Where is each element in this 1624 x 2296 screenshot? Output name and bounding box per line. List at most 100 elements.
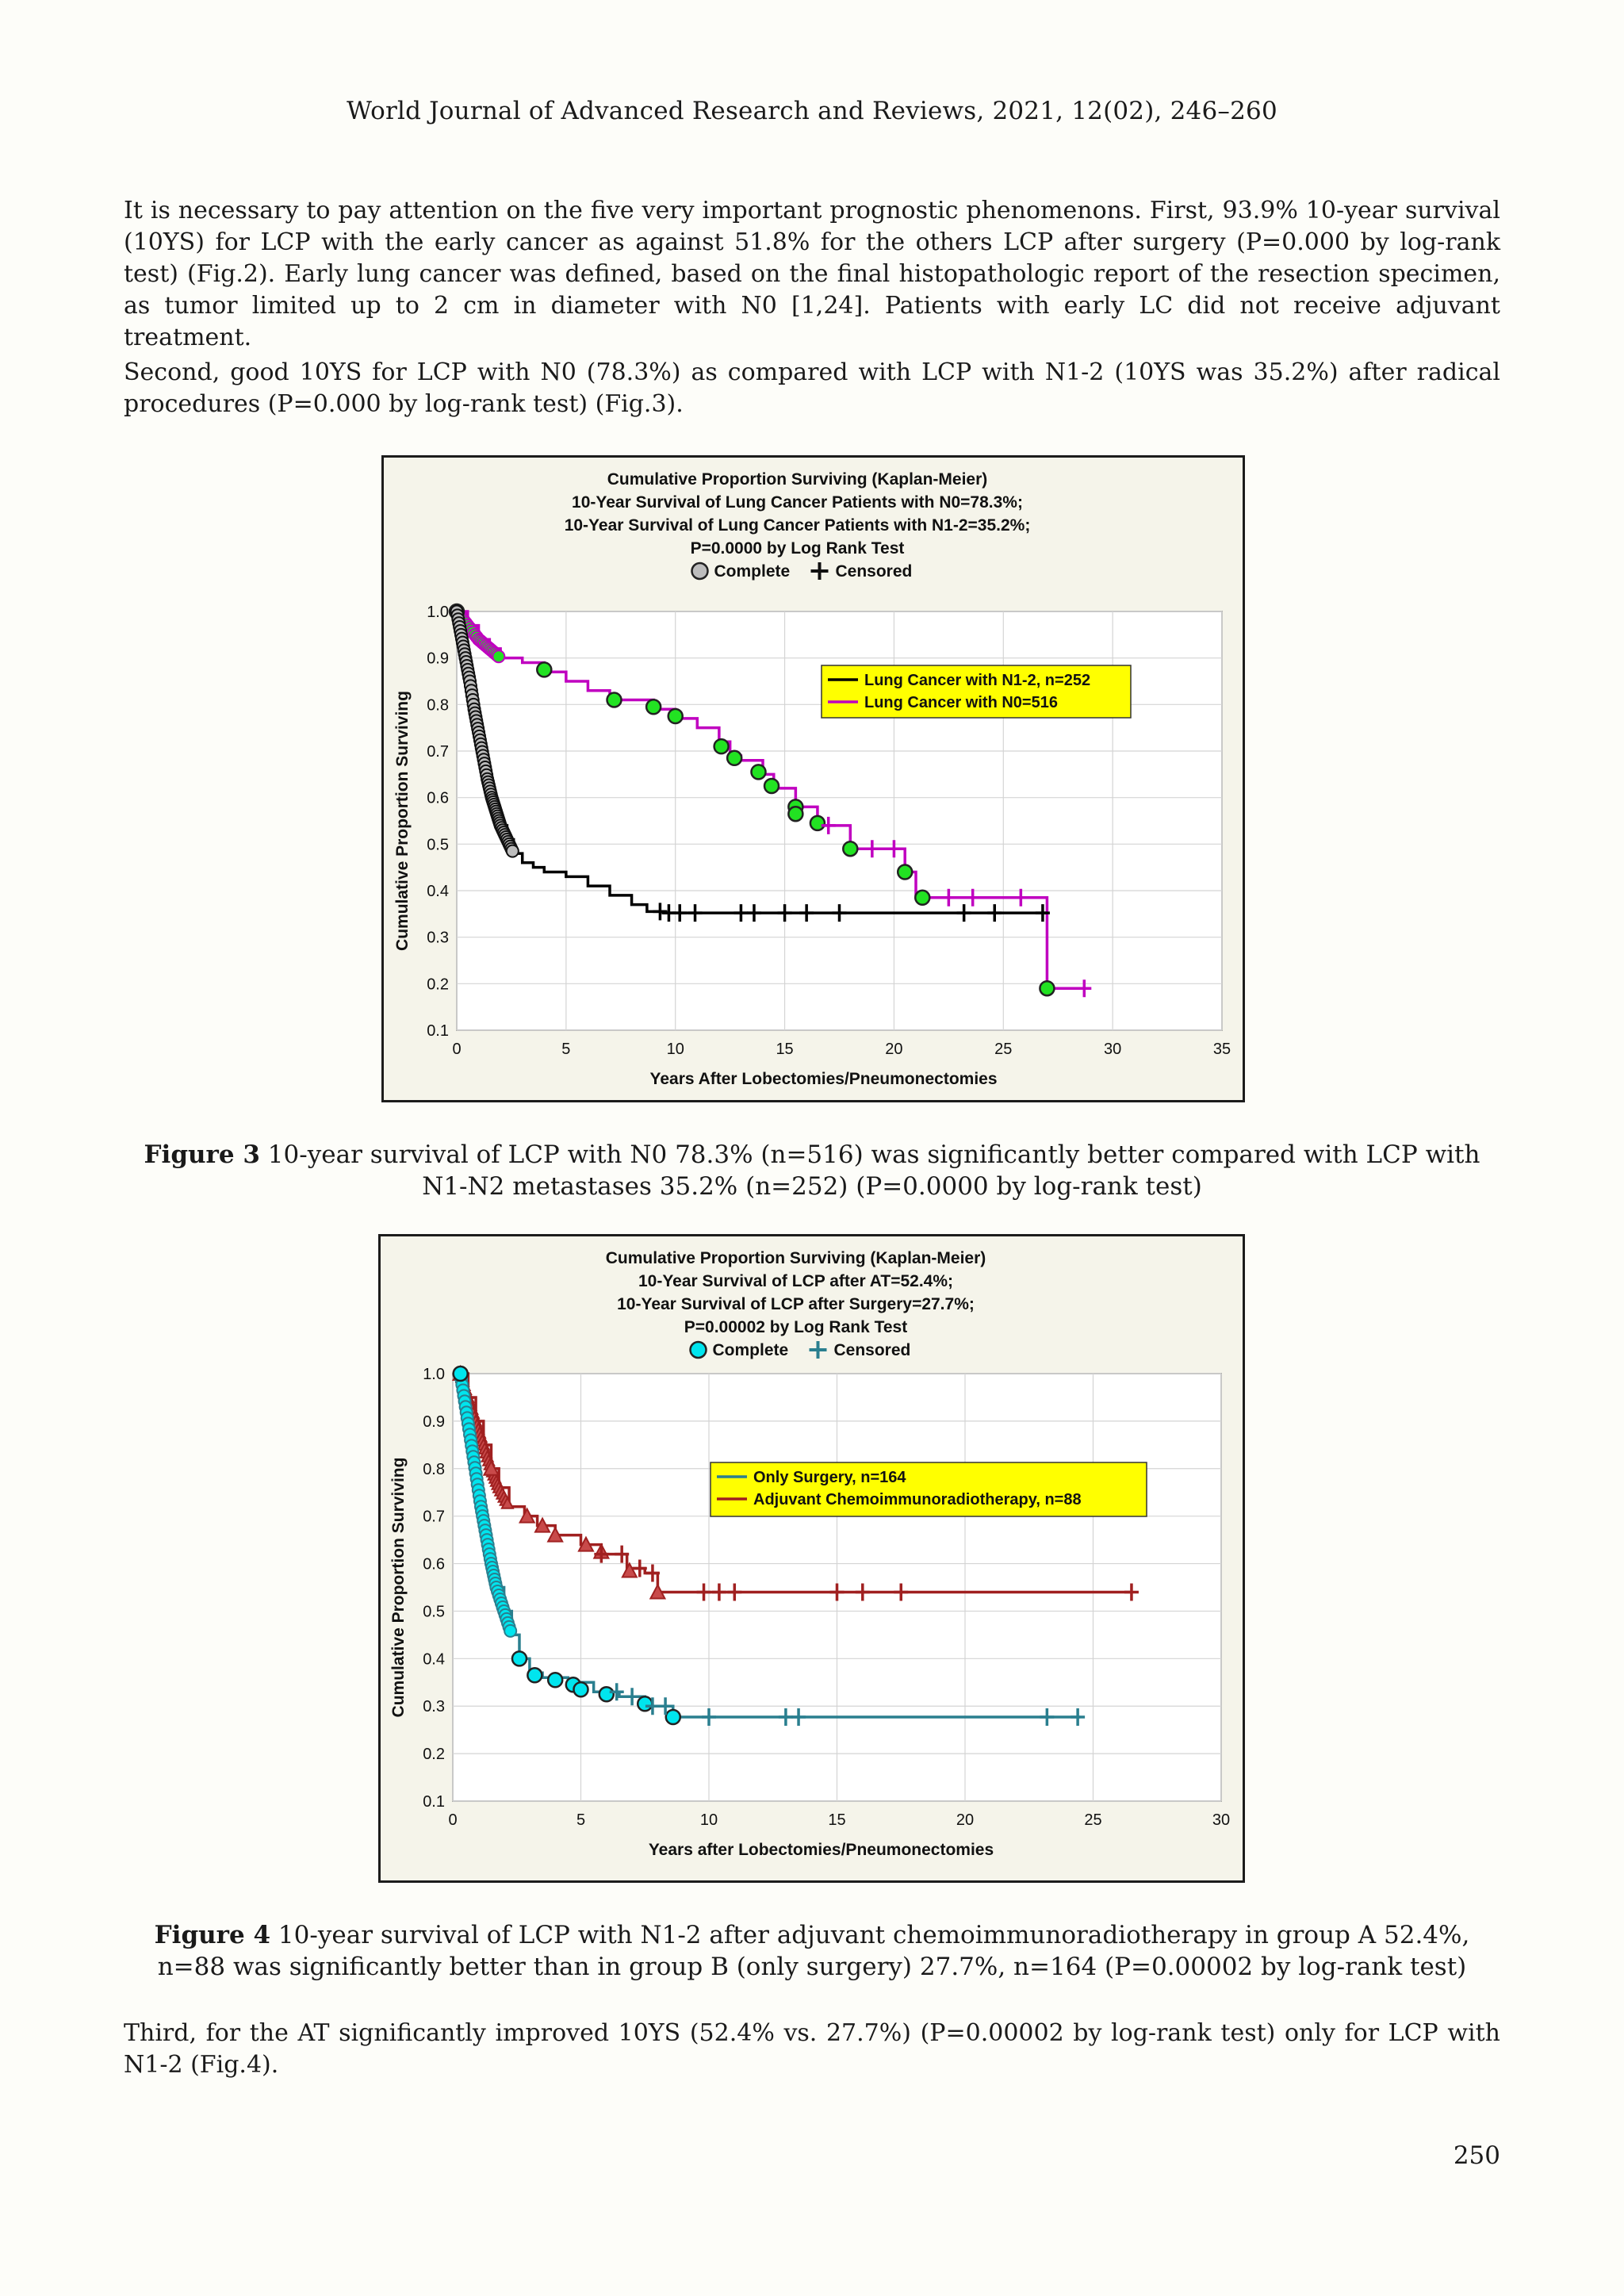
marker-legend: Complete Censored: [689, 1340, 911, 1359]
y-tick-label: 0.6: [423, 1556, 445, 1573]
complete-marker: [527, 1667, 543, 1684]
series-1: [448, 603, 1092, 998]
figure-3-caption: Figure 3 10-year survival of LCP with N0…: [119, 1139, 1505, 1202]
censored-marker-icon: [810, 562, 829, 580]
complete-marker: [667, 707, 684, 725]
y-tick-label: 0.5: [427, 836, 449, 853]
complete-marker: [519, 1507, 536, 1524]
censored-marker: [1071, 1708, 1086, 1726]
x-tick-label: 20: [885, 1041, 902, 1058]
censored-marker: [645, 1564, 660, 1582]
km-chart-svg: Cumulative Proportion Surviving (Kaplan-…: [393, 470, 1231, 1088]
censored-marker: [1035, 904, 1050, 922]
grid-lines: [456, 611, 1223, 1031]
complete-marker: [452, 1365, 469, 1382]
series-0: [452, 1365, 1086, 1726]
page-number: 250: [1453, 2141, 1500, 2170]
legend-censored-label: Censored: [836, 562, 913, 581]
x-tick-label: 15: [776, 1041, 793, 1058]
legend-series-label: Adjuvant Chemoimmunoradiotherapy, n=88: [753, 1491, 1082, 1508]
marker-legend: Complete Censored: [691, 562, 913, 581]
figure-4-caption: Figure 4 10-year survival of LCP with N1…: [119, 1919, 1505, 1983]
censored-marker: [653, 903, 668, 921]
complete-marker: [896, 864, 914, 880]
censored-marker: [941, 888, 956, 907]
complete-marker: [536, 661, 553, 678]
complete-marker: [492, 650, 506, 664]
complete-marker-icon: [689, 1340, 707, 1359]
figure-3-label: Figure 3: [144, 1140, 260, 1169]
figure-4-chart: Cumulative Proportion Surviving (Kaplan-…: [378, 1234, 1245, 1883]
chart-title-line: 10-Year Survival of Lung Cancer Patients…: [565, 516, 1031, 535]
chart-title-line: 10-Year Survival of LCP after Surgery=27…: [617, 1295, 975, 1313]
x-tick-label: 0: [452, 1041, 461, 1058]
censored-marker: [832, 904, 847, 922]
series-legend-box: [821, 665, 1132, 719]
censored-marker: [645, 1697, 660, 1715]
y-tick-label: 0.8: [427, 696, 449, 714]
x-tick-label: 15: [828, 1811, 845, 1829]
y-tick-label: 0.7: [427, 743, 449, 761]
y-tick-label: 0.7: [423, 1508, 445, 1526]
complete-marker: [577, 1535, 595, 1552]
x-tick-label: 35: [1213, 1041, 1231, 1058]
x-tick-label: 25: [1084, 1811, 1101, 1829]
series-legend: Lung Cancer with N1-2, n=252 Lung Cancer …: [821, 665, 1132, 719]
censored-marker: [594, 1545, 609, 1563]
censored-marker: [696, 1583, 711, 1601]
censored-marker: [1077, 979, 1092, 998]
legend-series-label: Lung Cancer with N1-2, n=252: [864, 672, 1090, 689]
complete-marker: [763, 777, 780, 795]
series-legend-box: [710, 1462, 1147, 1517]
censored-marker: [777, 904, 792, 922]
y-tick-label: 1.0: [423, 1366, 445, 1383]
complete-marker-icon: [691, 562, 709, 581]
censored-marker: [711, 1583, 726, 1601]
censored-marker: [778, 1708, 793, 1726]
censored-marker: [887, 840, 902, 858]
censored-marker: [672, 904, 688, 922]
censored-marker: [821, 816, 836, 834]
y-tick-label: 0.2: [427, 976, 449, 993]
censored-marker: [791, 1708, 806, 1726]
complete-marker: [621, 1562, 638, 1578]
y-tick-label: 0.4: [427, 883, 449, 900]
series-0: [450, 604, 1050, 922]
y-tick-label: 0.4: [423, 1650, 445, 1668]
paragraph-third: Third, for the AT significantly improved…: [124, 2019, 1500, 2079]
censored-marker: [1013, 888, 1028, 907]
y-tick-label: 0.6: [427, 790, 449, 807]
series-legend: Only Surgery, n=164 Adjuvant Chemoimmunor…: [710, 1462, 1147, 1517]
censored-marker: [956, 904, 971, 922]
censored-marker: [733, 904, 749, 922]
x-tick-label: 0: [448, 1811, 457, 1829]
y-tick-label: 0.1: [427, 1022, 449, 1040]
complete-marker: [500, 1496, 515, 1509]
complete-marker: [665, 1708, 682, 1726]
x-tick-label: 30: [1212, 1811, 1230, 1829]
legend-censored-label: Censored: [834, 1341, 911, 1359]
legend-complete-label: Complete: [713, 1341, 789, 1359]
censored-marker: [799, 904, 814, 922]
censored-marker: [1040, 1708, 1055, 1726]
x-tick-label: 10: [667, 1041, 684, 1058]
y-tick-label: 0.9: [427, 650, 449, 668]
complete-marker: [649, 1583, 667, 1600]
censored-marker: [864, 840, 879, 858]
complete-marker: [504, 1623, 518, 1638]
censored-marker: [965, 888, 980, 907]
chart-title-line: Cumulative Proportion Surviving (Kaplan-…: [607, 470, 988, 489]
complete-marker: [511, 1650, 528, 1667]
censored-marker: [746, 904, 761, 922]
censored-marker: [987, 904, 1002, 922]
complete-marker: [842, 840, 859, 857]
legend-complete-label: Complete: [714, 562, 791, 581]
y-tick-label: 0.2: [423, 1746, 445, 1763]
censored-marker: [688, 904, 703, 922]
complete-marker: [505, 844, 519, 858]
x-tick-label: 25: [994, 1041, 1012, 1058]
censored-marker: [702, 1708, 716, 1726]
complete-marker: [787, 805, 804, 822]
figure-3-chart: Cumulative Proportion Surviving (Kaplan-…: [381, 455, 1245, 1102]
y-tick-label: 0.8: [423, 1461, 445, 1478]
